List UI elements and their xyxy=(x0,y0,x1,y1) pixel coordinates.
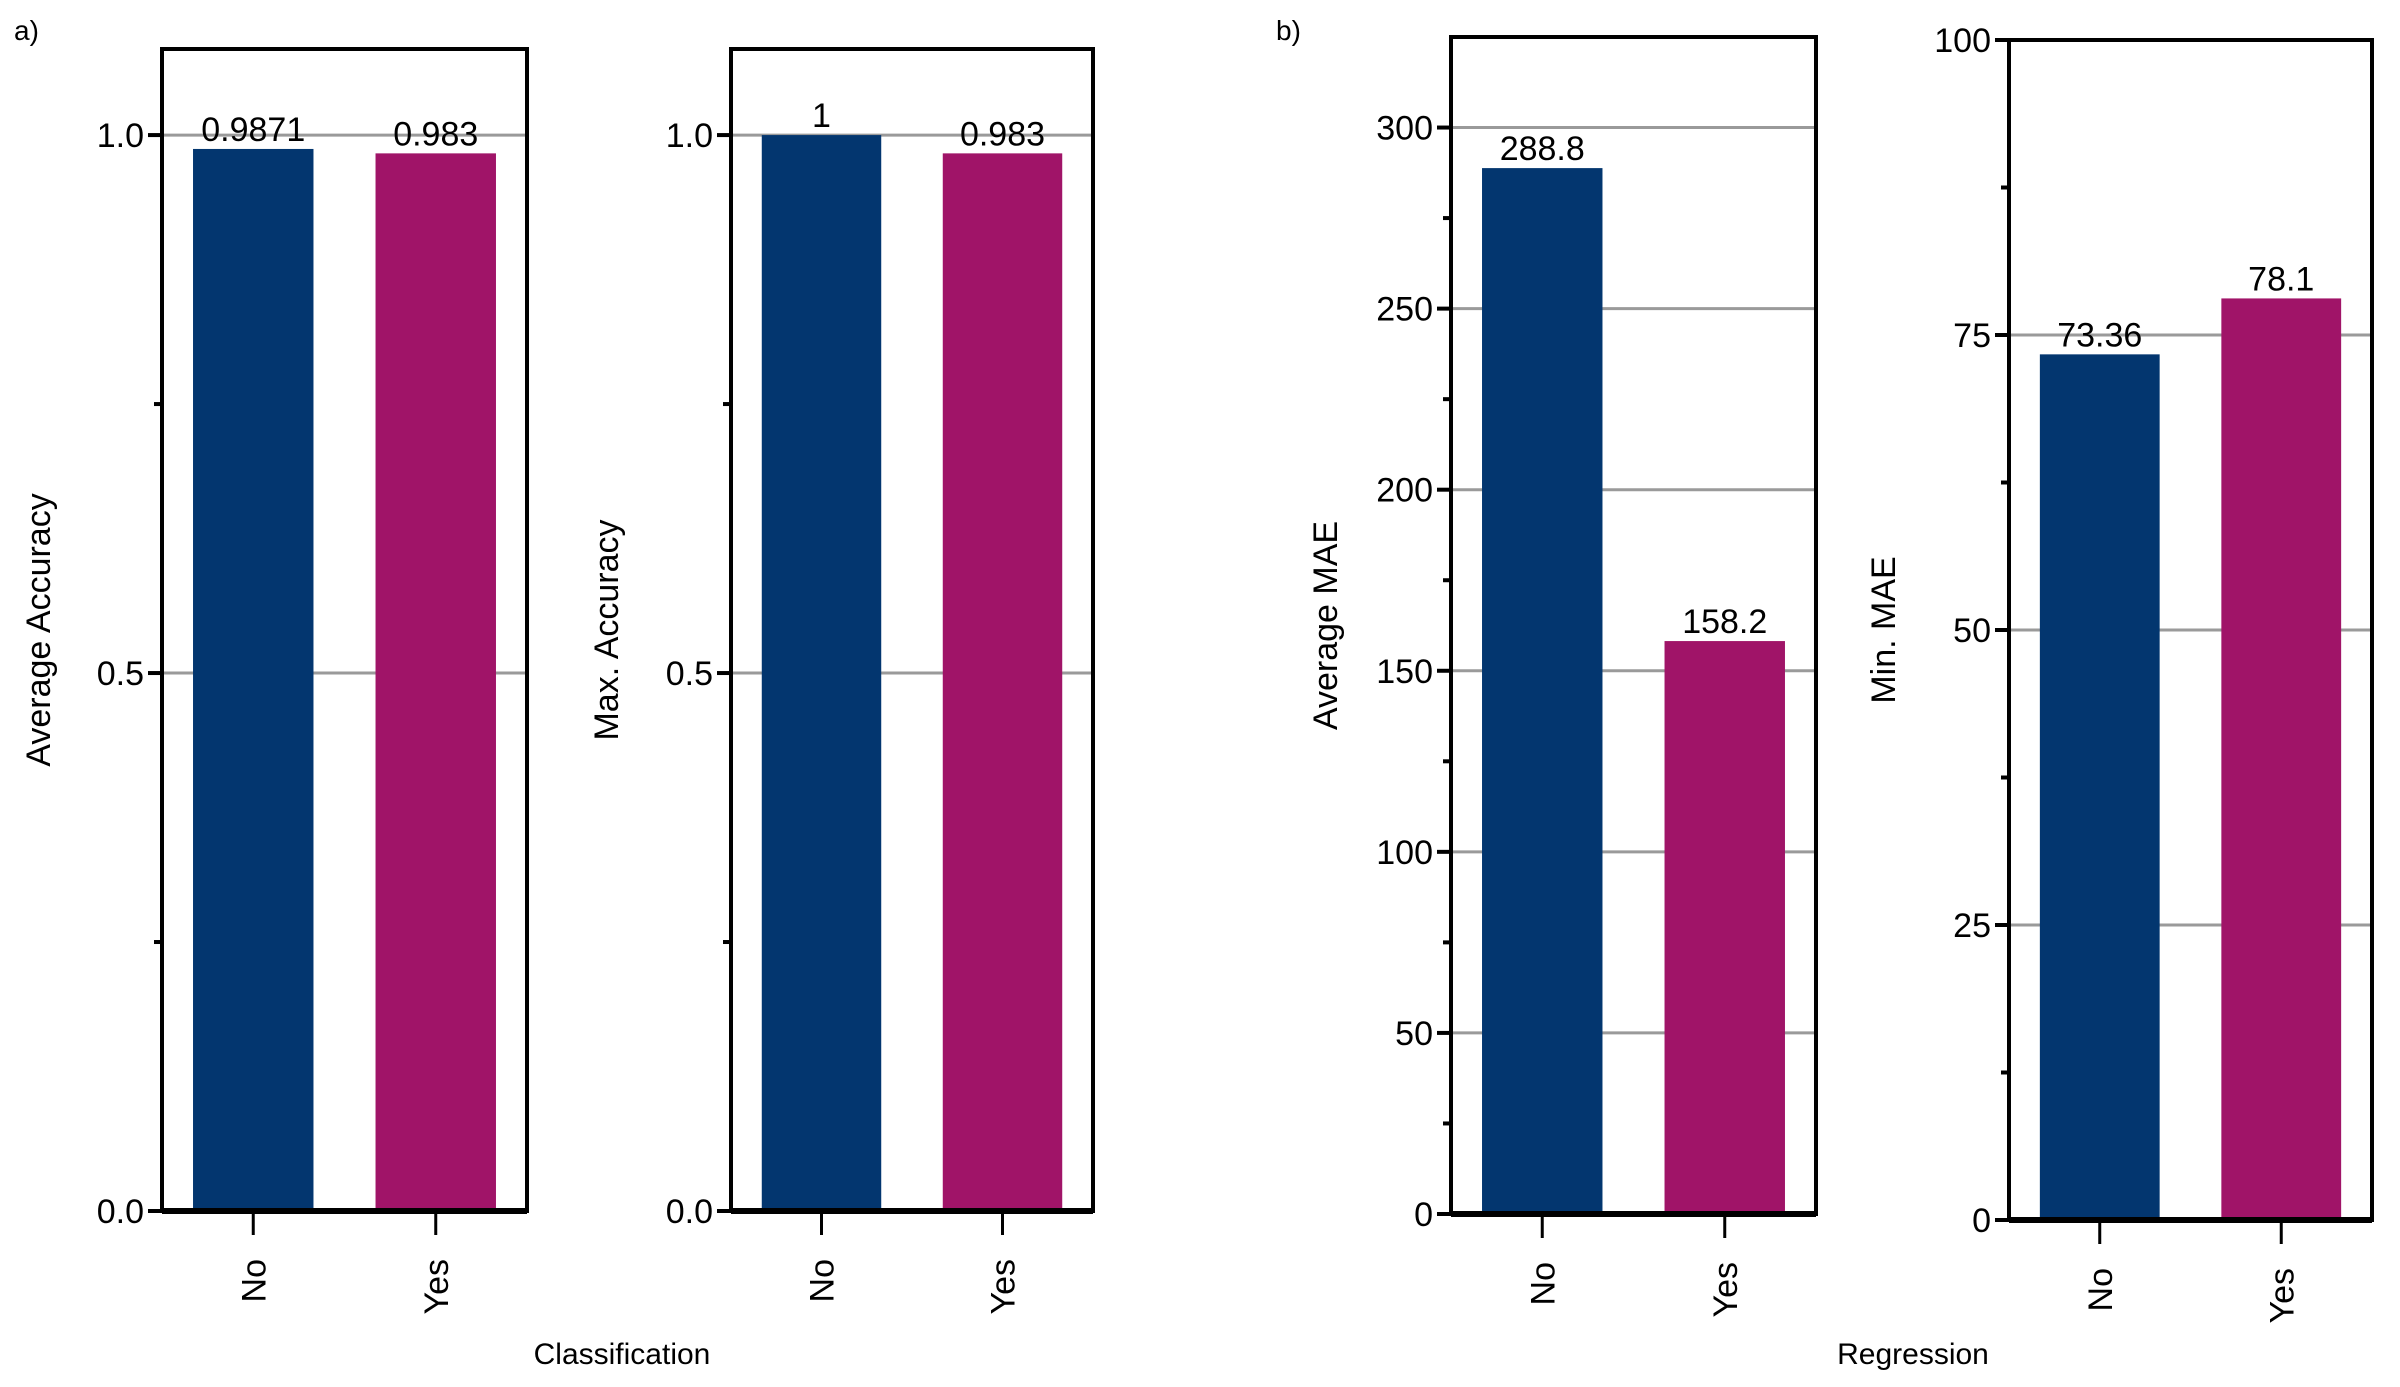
y-tick-label: 150 xyxy=(1376,653,1433,691)
y-tick-label: 50 xyxy=(1953,612,1991,650)
bar-no xyxy=(1482,168,1603,1214)
y-tick-label: 0.0 xyxy=(666,1193,713,1231)
bar-yes xyxy=(1664,641,1785,1214)
data-label: 1 xyxy=(812,97,831,135)
category-label: Yes xyxy=(2263,1268,2301,1323)
bar-no xyxy=(2039,354,2160,1220)
category-label: No xyxy=(235,1259,273,1302)
category-label: No xyxy=(2082,1268,2120,1311)
panel-label-a: a) xyxy=(14,15,39,46)
y-tick-label: 200 xyxy=(1376,472,1433,510)
bar-no xyxy=(761,135,882,1211)
data-label: 0.9871 xyxy=(201,111,305,149)
data-label: 78.1 xyxy=(2248,260,2314,298)
data-label: 158.2 xyxy=(1682,603,1767,641)
bar-yes xyxy=(942,153,1063,1211)
data-label: 73.36 xyxy=(2057,316,2142,354)
y-tick-label: 75 xyxy=(1953,317,1991,355)
y-tick-label: 25 xyxy=(1953,907,1991,945)
bar-no xyxy=(193,148,314,1212)
chart-4: 73.36 No 78.1 Yes 0 25 50 75 100 Min. MAE xyxy=(1865,22,2374,1323)
bar-yes xyxy=(2221,298,2342,1220)
y-axis-title: Average MAE xyxy=(1307,521,1345,730)
y-tick-label: 100 xyxy=(1376,834,1433,872)
y-axis-title: Average Accuracy xyxy=(20,493,58,766)
y-axis-title: Max. Accuracy xyxy=(588,519,626,740)
y-tick-label: 50 xyxy=(1395,1015,1433,1053)
category-label: Yes xyxy=(1707,1262,1745,1317)
category-label: No xyxy=(804,1259,842,1302)
chart-2: 1 No 0.983 Yes 0.0 0.5 1.0 Max. Accuracy xyxy=(588,47,1095,1314)
panel-label-b: b) xyxy=(1276,15,1301,46)
y-tick-label: 1.0 xyxy=(97,117,144,155)
y-tick-label: 0 xyxy=(1414,1196,1433,1234)
category-label: Yes xyxy=(418,1259,456,1314)
category-label: Yes xyxy=(985,1259,1023,1314)
chart-1: 0.9871 No 0.983 Yes 0.0 0.5 1.0 Average Accurac… xyxy=(20,47,529,1314)
data-label: 288.8 xyxy=(1500,130,1585,168)
y-tick-label: 100 xyxy=(1934,22,1991,60)
y-tick-label: 0 xyxy=(1972,1202,1991,1240)
y-tick-label: 300 xyxy=(1376,110,1433,148)
data-label: 0.983 xyxy=(960,115,1045,153)
chart-3: 288.8 No 158.2 Yes 0 50 100 150 200 250 300 Average… xyxy=(1307,35,1818,1317)
y-tick-label: 0.5 xyxy=(666,655,713,693)
y-axis-title: Min. MAE xyxy=(1865,556,1903,703)
category-label: No xyxy=(1524,1262,1562,1305)
data-label: 0.983 xyxy=(393,115,478,153)
group-title-classification: Classification xyxy=(534,1338,711,1371)
bar-yes xyxy=(375,153,496,1211)
y-tick-label: 0.5 xyxy=(97,655,144,693)
group-title-regression: Regression xyxy=(1837,1338,1989,1371)
y-tick-label: 1.0 xyxy=(666,117,713,155)
y-tick-label: 0.0 xyxy=(97,1193,144,1231)
charts-container: 0.9871 No 0.983 Yes 0.0 0.5 1.0 Average Accurac… xyxy=(20,22,2374,1323)
y-tick-label: 250 xyxy=(1376,291,1433,329)
